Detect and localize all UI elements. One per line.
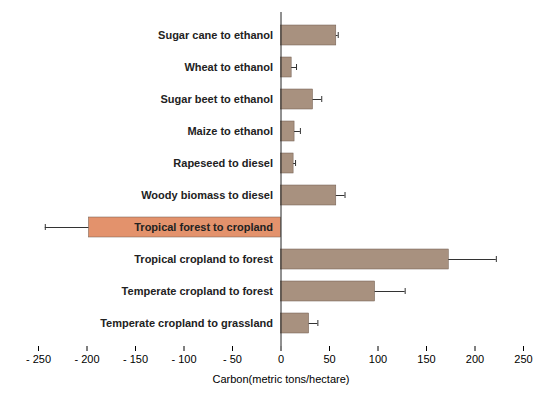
svg-text:150: 150 <box>417 353 435 365</box>
svg-text:- 200: - 200 <box>74 353 99 365</box>
svg-text:Sugar cane to ethanol: Sugar cane to ethanol <box>158 29 273 41</box>
svg-text:- 100: - 100 <box>171 353 196 365</box>
svg-text:- 150: - 150 <box>123 353 148 365</box>
svg-text:Tropical forest to cropland: Tropical forest to cropland <box>134 221 273 233</box>
svg-text:250: 250 <box>514 353 532 365</box>
svg-text:Sugar beet to ethanol: Sugar beet to ethanol <box>161 93 273 105</box>
svg-text:Wheat to ethanol: Wheat to ethanol <box>184 61 273 73</box>
svg-text:Temperate cropland to forest: Temperate cropland to forest <box>122 285 274 297</box>
svg-text:Tropical cropland to forest: Tropical cropland to forest <box>134 253 273 265</box>
svg-text:100: 100 <box>369 353 387 365</box>
svg-text:Temperate cropland to grasslan: Temperate cropland to grassland <box>100 317 273 329</box>
svg-text:Rapeseed to diesel: Rapeseed to diesel <box>173 157 273 169</box>
svg-text:- 250: - 250 <box>26 353 51 365</box>
svg-text:- 50: - 50 <box>223 353 242 365</box>
svg-text:Carbon(metric tons/hectare): Carbon(metric tons/hectare) <box>213 373 350 385</box>
svg-text:Woody biomass to diesel: Woody biomass to diesel <box>141 189 273 201</box>
svg-text:Maize to ethanol: Maize to ethanol <box>187 125 273 137</box>
svg-text:50: 50 <box>323 353 335 365</box>
svg-text:200: 200 <box>466 353 484 365</box>
svg-text:0: 0 <box>278 353 284 365</box>
